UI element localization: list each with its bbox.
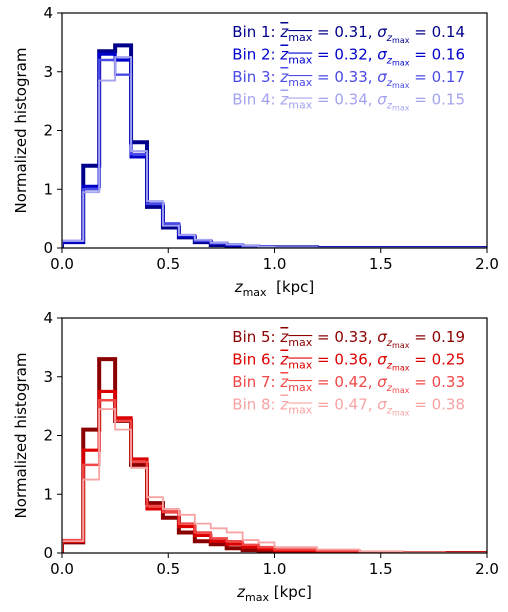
y-tick-label: 3 xyxy=(43,368,53,386)
x-tick-label: 1.5 xyxy=(369,560,393,578)
x-axis-label: zmax [kpc] xyxy=(236,583,312,604)
y-tick-label: 2 xyxy=(43,427,53,445)
x-tick-label: 1.0 xyxy=(263,560,287,578)
y-tick-label: 3 xyxy=(43,63,53,81)
y-tick-label: 4 xyxy=(43,309,53,327)
series-line-bin-8 xyxy=(62,408,487,553)
legend-entry-bin-3: Bin 3: zmax = 0.33, σzmax = 0.17 xyxy=(232,68,465,90)
x-tick-label: 0.5 xyxy=(156,560,180,578)
x-tick-label: 0.0 xyxy=(50,255,74,273)
legend-entry-bin-4: Bin 4: zmax = 0.34, σzmax = 0.15 xyxy=(232,91,465,113)
legend-entry-bin-2: Bin 2: zmax = 0.32, σzmax = 0.16 xyxy=(232,46,465,68)
x-tick-label: 2.0 xyxy=(475,560,499,578)
y-tick-label: 1 xyxy=(43,485,53,503)
chart-panel-2: 0.0 0.5 1.0 1.5 2.0 0 1 2 3 4 zmax [kpc] Normalized… xyxy=(12,309,499,604)
x-tick-label: 0.5 xyxy=(156,255,180,273)
series-line-bin-3 xyxy=(62,58,487,248)
y-tick-label: 1 xyxy=(43,180,53,198)
y-tick-label: 0 xyxy=(43,544,53,562)
y-tick-label: 4 xyxy=(43,4,53,22)
legend-entry-bin-1: Bin 1: zmax = 0.31, σzmax = 0.14 xyxy=(232,23,465,45)
y-axis-label: Normalized histogram xyxy=(12,353,30,519)
x-tick-label: 0.0 xyxy=(50,560,74,578)
legend-entry-bin-7: Bin 7: zmax = 0.42, σzmax = 0.33 xyxy=(232,373,465,395)
legend-entry-bin-5: Bin 5: zmax = 0.33, σzmax = 0.19 xyxy=(232,328,465,350)
y-tick-label: 2 xyxy=(43,122,53,140)
x-tick-label: 2.0 xyxy=(475,255,499,273)
legend-entry-bin-6: Bin 6: zmax = 0.36, σzmax = 0.25 xyxy=(232,351,465,373)
chart-panel-1: 0.0 0.5 1.0 1.5 2.0 0 1 2 3 4 zmax [kpc] Normalized… xyxy=(12,4,499,299)
legend-entry-bin-8: Bin 8: zmax = 0.47, σzmax = 0.38 xyxy=(232,396,465,418)
series-group xyxy=(62,357,487,553)
x-axis-label: zmax [kpc] xyxy=(234,278,315,299)
series-line-bin-6 xyxy=(62,389,487,553)
x-tick-label: 1.5 xyxy=(369,255,393,273)
series-line-bin-7 xyxy=(62,399,487,553)
x-tick-label: 1.0 xyxy=(263,255,287,273)
y-tick-label: 0 xyxy=(43,239,53,257)
y-axis-label: Normalized histogram xyxy=(12,48,30,214)
